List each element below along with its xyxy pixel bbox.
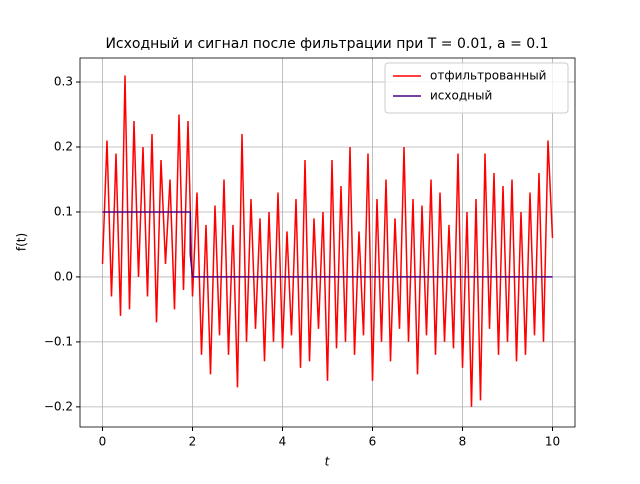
plot-frame: [79, 57, 576, 428]
y-tick-label: 0.0: [54, 269, 73, 283]
series-line: [102, 211, 553, 278]
legend-box: [384, 62, 569, 114]
x-tick-label: 6: [369, 435, 377, 449]
y-axis-label: f(t): [15, 233, 29, 251]
x-tick-label: 10: [545, 435, 560, 449]
y-tick-label: 0.2: [54, 140, 73, 154]
x-axis-label: t: [325, 455, 331, 469]
y-tick-label: −0.1: [44, 334, 73, 348]
legend-label: исходный: [430, 89, 492, 103]
x-tick-label: 4: [279, 435, 287, 449]
y-tick-label: −0.2: [44, 399, 73, 413]
legend-label: отфильтрованный: [430, 69, 546, 83]
y-tick-label: 0.1: [54, 204, 73, 218]
x-tick-label: 0: [99, 435, 107, 449]
x-tick-label: 8: [459, 435, 467, 449]
y-tick-label: 0.3: [54, 75, 73, 89]
chart-title: Исходный и сигнал после фильтрации при T…: [105, 36, 548, 52]
x-tick-label: 2: [189, 435, 197, 449]
series-line: [101, 75, 554, 407]
